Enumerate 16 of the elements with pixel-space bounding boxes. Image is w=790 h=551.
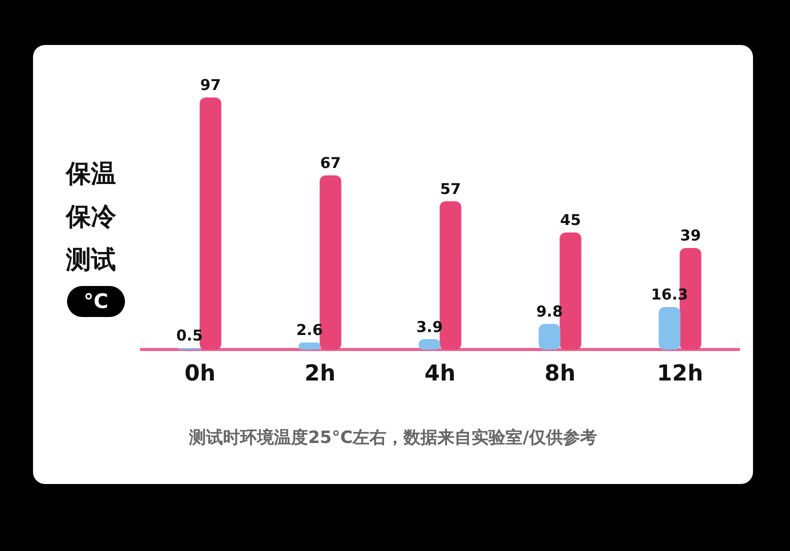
data-label: 97 [200, 76, 221, 94]
text: 保温保冷测试 [66, 158, 117, 276]
bar [658, 306, 680, 350]
data-label: 39 [680, 226, 701, 245]
data-label: 57 [440, 180, 461, 198]
bar [298, 342, 320, 350]
data-label: 45 [560, 211, 581, 230]
x-tick-label: 0h [184, 362, 216, 387]
x-tick-label: 2h [304, 362, 336, 387]
x-tick-label: 8h [544, 362, 576, 387]
y-axis-title: °C [67, 286, 125, 317]
text: 测试时环境温度25°C左右，数据来自实验室/仅供参考 [188, 427, 598, 449]
x-tick-label: 4h [424, 362, 456, 387]
x-tick-label: 12h [656, 362, 704, 387]
bar [538, 324, 560, 350]
data-label: 67 [320, 154, 341, 172]
